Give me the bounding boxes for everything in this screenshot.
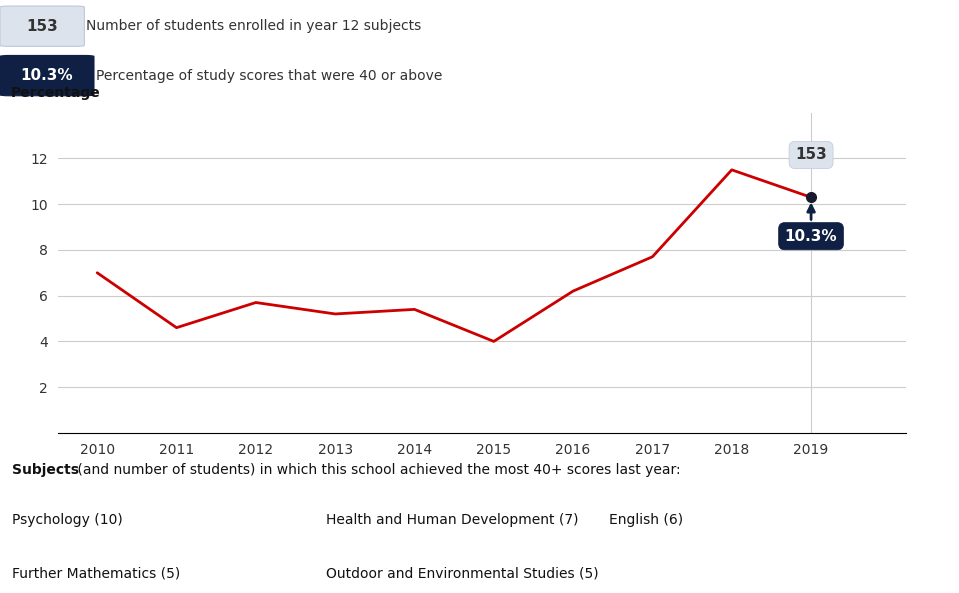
FancyBboxPatch shape bbox=[0, 56, 94, 96]
FancyBboxPatch shape bbox=[0, 6, 84, 46]
Text: Outdoor and Environmental Studies (5): Outdoor and Environmental Studies (5) bbox=[326, 566, 598, 581]
Text: Subjects: Subjects bbox=[12, 463, 79, 477]
Text: 153: 153 bbox=[26, 19, 58, 34]
Text: English (6): English (6) bbox=[609, 513, 683, 527]
Text: Percentage: Percentage bbox=[11, 86, 101, 100]
Text: 10.3%: 10.3% bbox=[784, 206, 837, 244]
Text: Number of students enrolled in year 12 subjects: Number of students enrolled in year 12 s… bbox=[86, 19, 422, 33]
Text: 10.3%: 10.3% bbox=[21, 68, 73, 83]
Text: Further Mathematics (5): Further Mathematics (5) bbox=[12, 566, 179, 581]
Text: 153: 153 bbox=[795, 148, 827, 191]
Text: Health and Human Development (7): Health and Human Development (7) bbox=[326, 513, 578, 527]
Text: (and number of students) in which this school achieved the most 40+ scores last : (and number of students) in which this s… bbox=[73, 463, 681, 477]
Text: Percentage of study scores that were 40 or above: Percentage of study scores that were 40 … bbox=[96, 69, 442, 82]
Text: Psychology (10): Psychology (10) bbox=[12, 513, 122, 527]
